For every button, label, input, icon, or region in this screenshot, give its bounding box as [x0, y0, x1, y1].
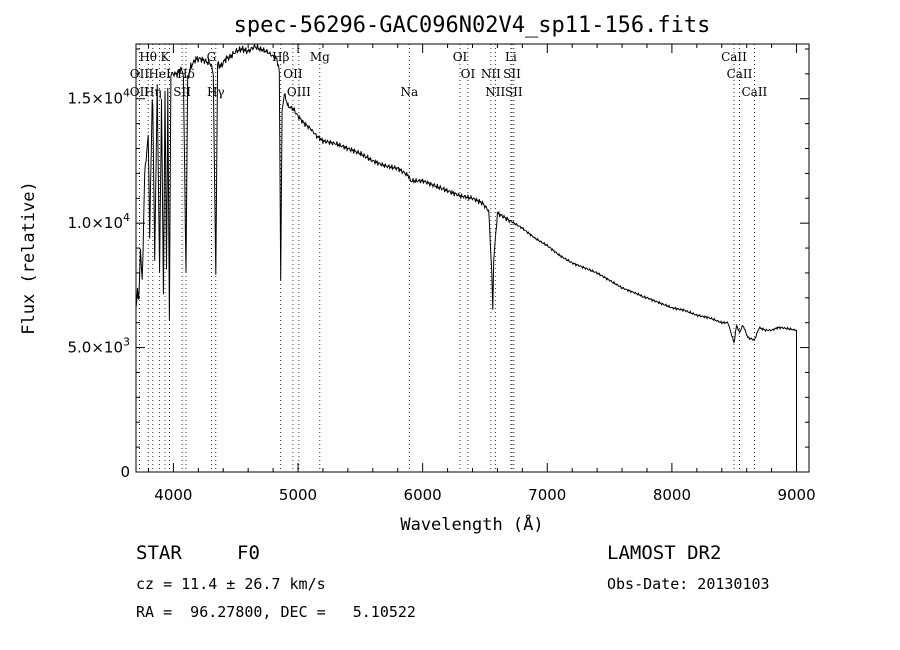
line-label-17: Hη: [144, 85, 162, 99]
line-markers: [138, 44, 755, 472]
radec-text: RA = 96.27800, DEC = 5.10522: [136, 603, 416, 621]
line-label-9: HeI: [148, 67, 171, 81]
y-tick-label-0: 0: [120, 463, 130, 481]
survey-name: LAMOST DR2: [607, 542, 722, 564]
line-label-15: CaII: [727, 67, 753, 81]
y-tick-label-2: 1.0×104: [67, 211, 130, 232]
line-label-14: SII: [503, 67, 521, 81]
chart-title: spec-56296-GAC096N02V4_sp11-156.fits: [234, 13, 711, 38]
spectrum-line-0: [135, 43, 797, 472]
line-label-3: Hβ: [272, 50, 289, 64]
obs-date-text: Obs-Date: 20130103: [607, 575, 770, 593]
line-label-0: Hθ: [139, 50, 157, 64]
line-label-10: Hδ: [177, 67, 195, 81]
line-label-23: SII: [505, 85, 523, 99]
object-class: STAR: [136, 542, 182, 564]
line-label-5: OI: [453, 50, 468, 64]
plot-frame: [135, 43, 810, 473]
line-label-4: Mg: [310, 50, 330, 64]
line-label-18: SII: [173, 85, 191, 99]
y-axis-title: Flux (relative): [19, 181, 39, 335]
line-label-6: Li: [505, 50, 517, 64]
line-label-21: Na: [400, 85, 418, 99]
line-label-22: NII: [485, 85, 505, 99]
y-axis: 0 5.0×103 1.0×104 1.5×104: [67, 48, 809, 481]
x-tick-label-1: 5000: [279, 486, 317, 504]
y-tick-label-1: 5.0×103: [67, 336, 130, 357]
line-label-19: Hγ: [207, 85, 225, 99]
line-label-2: G: [207, 50, 217, 64]
line-label-1: K: [161, 50, 171, 64]
y-tick-label-3: 1.5×104: [67, 87, 130, 108]
line-label-7: CaII: [721, 50, 747, 64]
spectrum-plot: spec-56296-GAC096N02V4_sp11-156.fits Hθ K…: [19, 13, 816, 535]
spectrum-series: [135, 43, 797, 472]
line-label-24: CaII: [741, 85, 767, 99]
line-label-11: OII: [283, 67, 303, 81]
line-label-13: NII: [481, 67, 501, 81]
x-tick-label-0: 4000: [154, 486, 192, 504]
x-tick-label-3: 7000: [528, 486, 566, 504]
line-label-20: OIII: [287, 85, 311, 99]
object-subclass: F0: [237, 542, 260, 564]
line-label-16: OII: [130, 85, 150, 99]
x-tick-label-5: 9000: [777, 486, 815, 504]
x-tick-label-2: 6000: [404, 486, 442, 504]
redshift-text: cz = 11.4 ± 26.7 km/s: [136, 575, 326, 593]
line-label-12: OI: [461, 67, 476, 81]
x-axis-title: Wavelength (Å): [400, 513, 543, 535]
x-axis: 4000 5000 6000 7000 8000 9000: [147, 44, 816, 504]
x-tick-label-4: 8000: [653, 486, 691, 504]
